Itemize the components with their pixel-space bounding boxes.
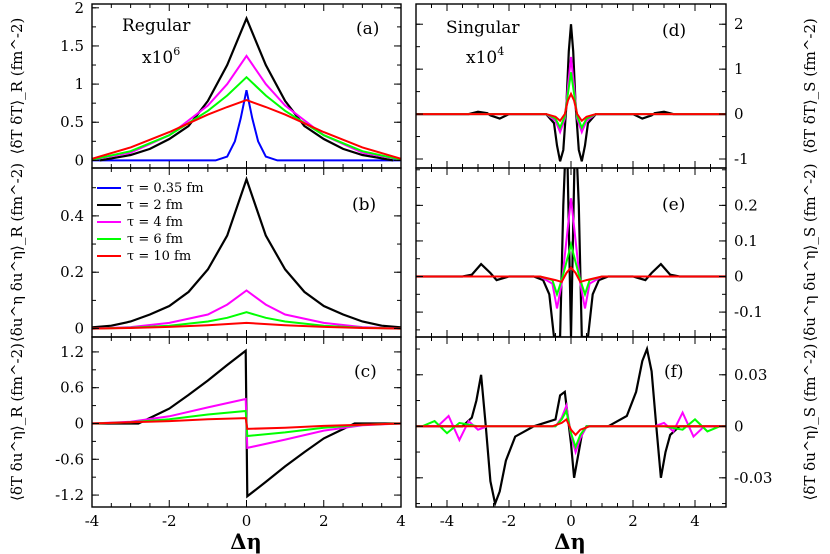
series-line-2: [92, 175, 401, 329]
y-tick-label: 0: [74, 151, 84, 169]
y-axis-label: ⟨δT δT⟩_S (fm^-2): [801, 18, 819, 154]
panels-group: 0 0.5 1 1.5 2 (a) ⟨δT δT⟩_R (fm^-2) 0 0.2 0.4 (b) ⟨…: [8, 0, 819, 530]
y-axis-label: ⟨δu^η δu^η⟩_S (fm^-2): [801, 163, 819, 341]
legend: τ = 0.35 fm τ = 2 fm τ = 4 fm τ = 6 fm τ = 1…: [97, 181, 204, 264]
x-tick-label: 0: [566, 512, 576, 530]
series-line-6: [416, 72, 726, 130]
y-tick-label: 0.2: [60, 263, 84, 281]
panel-f: -4 -2 0 2 4 -0.03 0 0.03 (f) ⟨δT δu^η⟩_S (fm^-2): [415, 336, 819, 530]
y-tick-label: 0.4: [60, 207, 84, 225]
panel-label: (d): [662, 21, 686, 41]
panel-d: -1 0 1 2 (d) ⟨δT δT⟩_S (fm^-2): [415, 3, 819, 169]
y-tick-label: 2: [734, 15, 744, 33]
y-tick-label: 0: [74, 320, 84, 338]
y-tick-label: -0.1: [734, 303, 763, 321]
y-axis-label: ⟨δT δu^η⟩_S (fm^-2): [801, 344, 819, 501]
y-tick-label: 1.5: [60, 37, 84, 55]
series-line-10: [92, 417, 401, 430]
panel-a: 0 0.5 1 1.5 2 (a) ⟨δT δT⟩_R (fm^-2): [8, 0, 402, 169]
x-tick-label: 2: [319, 512, 329, 530]
x-axis-label-right: Δη: [554, 529, 586, 554]
series-line-2: [416, 24, 726, 162]
y-tick-label: 0.5: [60, 113, 84, 131]
column-title-regular: Regular: [122, 16, 191, 36]
series-line-10: [92, 99, 401, 160]
y-tick-label: -1: [734, 150, 749, 168]
panel-label: (e): [662, 195, 685, 215]
series-group: [416, 168, 726, 337]
y-axis-label: ⟨δT δu^η⟩_R (fm^-2): [8, 343, 26, 501]
x-tick-label: -2: [162, 512, 177, 530]
y-tick-label: -1.2: [55, 486, 84, 504]
y-tick-label: -0.03: [734, 469, 772, 487]
scale-note-singular: x104: [466, 45, 504, 68]
series-line-6: [92, 75, 401, 161]
series-line-4: [92, 289, 401, 330]
y-tick-label: 1: [74, 75, 84, 93]
panel-label: (f): [664, 362, 684, 382]
series-line-10: [416, 91, 726, 123]
y-tick-label: 1: [734, 60, 744, 78]
y-tick-label: 0.6: [60, 379, 84, 397]
series-line-10: [92, 321, 401, 330]
panel-b: 0 0.2 0.4 (b) ⟨δu^η δu^η⟩_R (fm^-2): [8, 163, 402, 342]
y-axis-label: ⟨δu^η δu^η⟩_R (fm^-2): [8, 163, 26, 342]
y-tick-label: 0: [74, 414, 84, 432]
series-line-2: [416, 345, 726, 507]
panel-label: (a): [356, 19, 379, 39]
y-tick-label: -0.6: [55, 450, 84, 468]
series-line-4: [416, 198, 726, 309]
y-tick-label: 2: [74, 0, 84, 17]
series-group: [92, 175, 401, 330]
legend-entry: τ = 0.35 fm: [127, 181, 204, 196]
y-tick-label: 0: [734, 268, 744, 286]
series-group: [416, 345, 726, 507]
series-line-2: [416, 168, 726, 337]
y-tick-label: 0: [734, 417, 744, 435]
series-group: [92, 15, 401, 162]
x-tick-label: 4: [396, 512, 406, 530]
x-tick-label: -4: [85, 512, 100, 530]
y-tick-label: 1.2: [60, 343, 84, 361]
series-line-0.35: [92, 89, 401, 162]
x-axis-label-left: Δη: [230, 529, 262, 554]
panel-c: -4 -2 0 2 4 -1.2 -0.6 0 0.6 1.2 (c) ⟨δT δu^η⟩_R (fm…: [8, 336, 406, 530]
x-tick-label: 4: [690, 512, 700, 530]
x-tick-label: 2: [628, 512, 638, 530]
panel-e: -0.1 0 0.1 0.2 (e) ⟨δu^η δu^η⟩_S (fm^-2): [415, 163, 819, 342]
x-tick-label: -4: [440, 512, 455, 530]
series-line-4: [416, 56, 726, 135]
x-tick-label: -2: [502, 512, 517, 530]
y-axis-label: ⟨δT δT⟩_R (fm^-2): [8, 18, 26, 155]
series-line-10: [416, 266, 726, 284]
series-group: [92, 348, 401, 499]
x-tick-label: 0: [242, 512, 252, 530]
y-tick-label: 0.2: [734, 196, 758, 214]
series-line-2: [99, 15, 394, 162]
panel-label: (b): [352, 195, 376, 215]
legend-entry: τ = 6 fm: [127, 232, 183, 247]
legend-entry: τ = 4 fm: [127, 215, 183, 230]
legend-entry: τ = 2 fm: [127, 198, 183, 213]
column-title-singular: Singular: [446, 18, 520, 38]
y-tick-label: 0: [734, 105, 744, 123]
legend-entry: τ = 10 fm: [127, 249, 191, 264]
series-line-6: [416, 407, 726, 450]
series-group: [416, 24, 726, 162]
y-tick-label: 0.03: [734, 366, 767, 384]
scale-note-regular: x106: [142, 45, 180, 68]
series-line-10: [416, 417, 726, 437]
annotations-group: Regular x106 Singular x104 Δη Δη: [122, 16, 586, 554]
panel-label: (c): [354, 362, 377, 382]
y-tick-label: 0.1: [734, 232, 758, 250]
